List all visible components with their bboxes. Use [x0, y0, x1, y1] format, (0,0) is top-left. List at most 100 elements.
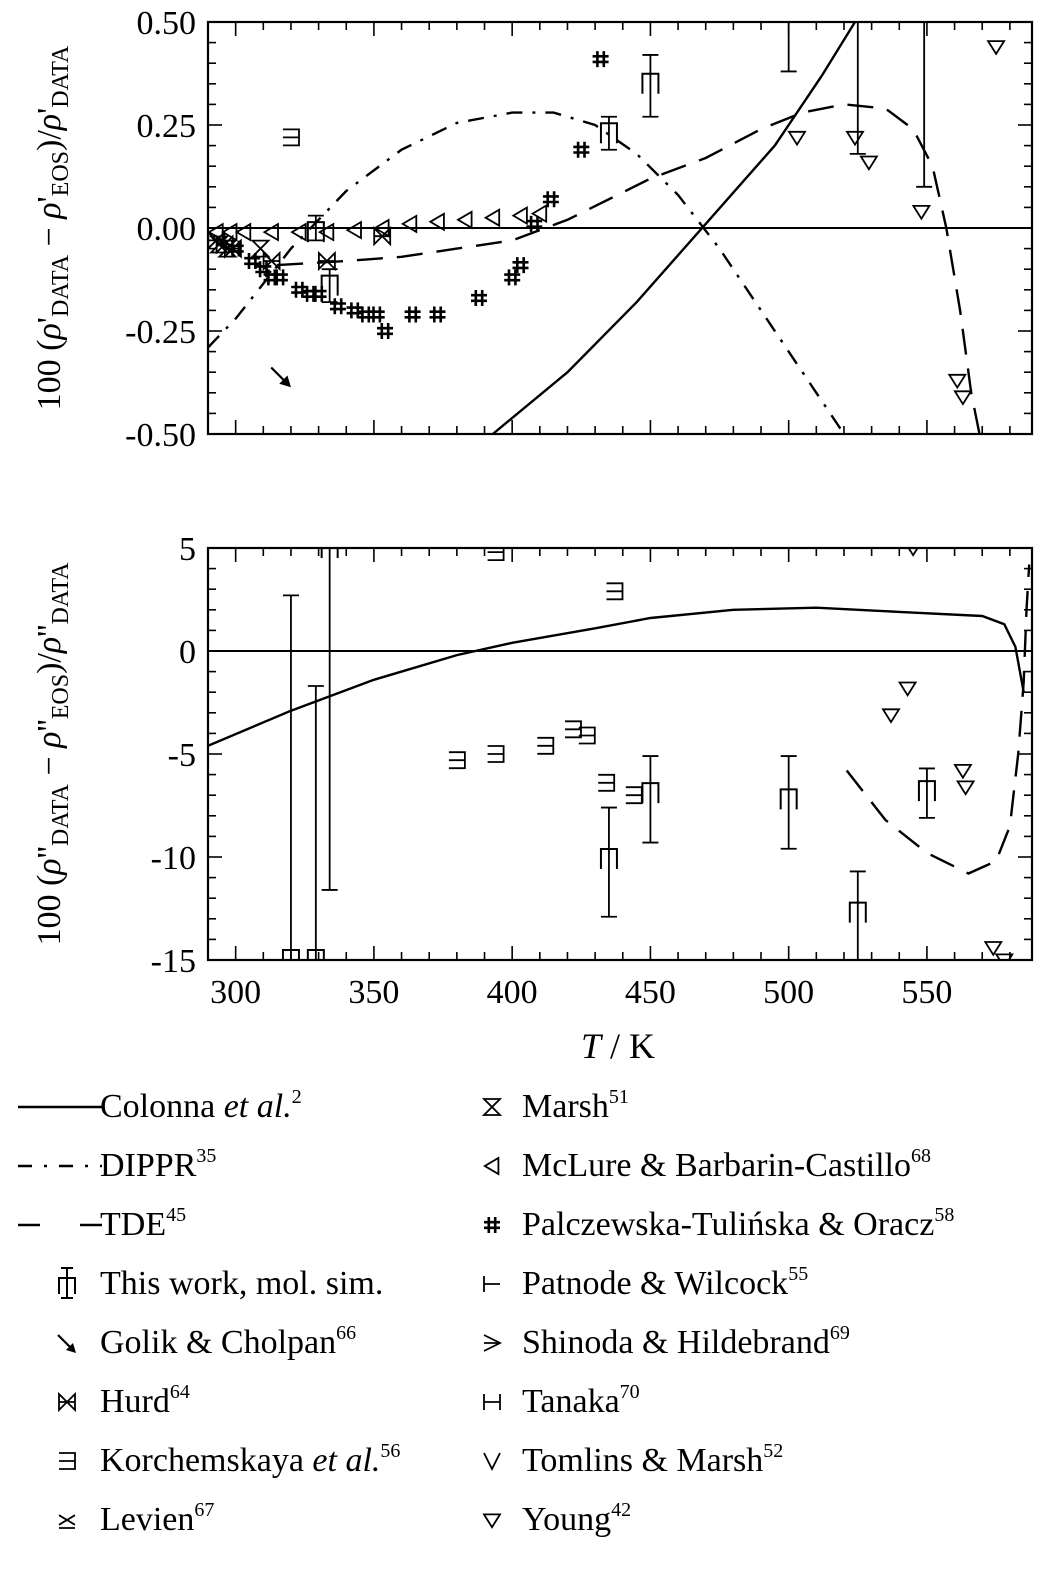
legend-marker: [483, 1334, 503, 1352]
data-point: [281, 949, 300, 960]
data-point: [317, 222, 335, 242]
series-tde: [277, 103, 981, 434]
series-palczewska-tuli-ska-oracz: [227, 51, 609, 339]
data-point: [787, 130, 807, 147]
data-point: [346, 302, 363, 319]
data-point: [320, 274, 339, 296]
data-point: [573, 141, 590, 158]
y-axis-label: 100 (ρ''DATA − ρ''EOS)/ρ''DATA: [31, 562, 74, 946]
legend: Colonna et al.2 DIPPR35 TDE45 This work, mo…: [18, 1086, 954, 1538]
data-point: [291, 281, 308, 298]
series-young: [881, 548, 1014, 960]
legend-marker: [483, 1394, 501, 1410]
data-point: [599, 122, 618, 144]
data-point: [625, 786, 643, 805]
data-point: [448, 751, 466, 770]
data-point: [263, 269, 280, 286]
data-point: [404, 306, 421, 323]
data-point: [270, 366, 291, 388]
y-tick-label: 0.00: [137, 211, 197, 248]
data-point: [592, 51, 609, 68]
data-point: [983, 941, 1003, 957]
legend-label-hurd: Hurd64: [100, 1381, 190, 1420]
data-point: [953, 764, 973, 780]
x-tick-label: 500: [763, 974, 814, 1011]
data-point: [955, 780, 976, 796]
data-point: [400, 214, 418, 234]
y-tick-label: -0.25: [125, 314, 196, 351]
legend-label-palczewska-tuli-ska-oracz: Palczewska-Tulińska & Oracz58: [522, 1204, 954, 1243]
series-this-work-mol-sim: [281, 548, 936, 960]
data-point: [345, 220, 362, 240]
data-point: [911, 205, 932, 221]
curve-colonna-et-al: [492, 22, 857, 434]
series-dippr: [208, 111, 845, 434]
data-point: [947, 373, 967, 390]
data-point: [310, 285, 327, 302]
y-tick-label: 0: [179, 634, 196, 671]
legend-item-korchemskaya: Korchemskaya et al.56: [59, 1440, 400, 1479]
legend-item-palczewska-tuli-ska-oracz: Palczewska-Tulińska & Oracz58: [484, 1204, 954, 1243]
data-point: [994, 953, 1014, 960]
data-point: [859, 155, 879, 171]
data-point: [330, 298, 346, 315]
legend-label-marsh: Marsh51: [522, 1086, 629, 1125]
data-point: [599, 848, 618, 870]
data-point: [290, 222, 307, 242]
curve-tde: [845, 564, 1031, 875]
data-point: [234, 222, 252, 242]
data-point: [512, 257, 529, 274]
legend-label-young: Young42: [522, 1499, 631, 1538]
y-tick-label: 5: [179, 531, 196, 568]
legend-item-colonna: Colonna et al.2: [18, 1086, 302, 1125]
series-korchemskaya-et-al: [283, 128, 300, 147]
data-point: [428, 212, 445, 232]
legend-label-shinoda-hildebrand: Shinoda & Hildebrand69: [522, 1322, 850, 1361]
x-axis-label: T / K: [581, 1026, 655, 1066]
data-point: [578, 726, 596, 745]
data-point: [368, 306, 385, 323]
y-tick-label: 0.50: [137, 5, 197, 42]
data-point: [986, 40, 1006, 56]
data-point: [953, 390, 973, 406]
legend-label-dippr: DIPPR35: [100, 1145, 216, 1184]
data-point: [483, 208, 501, 228]
y-tick-label: -5: [168, 737, 196, 774]
legend-label-colonna: Colonna et al.2: [100, 1086, 302, 1125]
legend-marker: [484, 1217, 500, 1233]
plot-frame: [206, 546, 1034, 962]
data-point: [471, 290, 487, 306]
legend-marker: [483, 1452, 501, 1472]
data-point: [917, 780, 936, 802]
legend-item-dippr: DIPPR35: [18, 1145, 216, 1184]
data-point: [487, 745, 505, 763]
legend-item-mclure-barbarin-castillo: McLure & Barbarin-Castillo68: [483, 1145, 931, 1184]
x-tick-label: 350: [348, 974, 399, 1011]
legend-item-this-work-mol-sim: This work, mol. sim.: [58, 1265, 383, 1302]
data-point: [250, 239, 271, 258]
data-point: [526, 215, 543, 232]
legend-marker: [483, 1276, 500, 1292]
series-this-work-mol-sim: [306, 54, 660, 304]
y-tick-label: -10: [151, 840, 196, 877]
y-tick-label: -15: [151, 943, 196, 980]
legend-item-golik-cholpan: Golik & Cholpan66: [57, 1322, 356, 1361]
data-point: [456, 210, 473, 230]
data-point: [487, 548, 505, 561]
x-tick-label: 400: [487, 974, 538, 1011]
top-panel: -0.50 -0.25 0.00 0.25 0.50 100 (ρ'DATA − ρ'EO…: [31, 5, 1034, 454]
data-point: [565, 720, 582, 739]
y-tick-label: 0.25: [137, 108, 197, 145]
data-point: [317, 250, 336, 272]
data-point: [537, 736, 555, 755]
series-young: [787, 40, 1006, 406]
data-point: [641, 72, 660, 94]
curve-tde: [277, 103, 981, 434]
data-point: [283, 128, 300, 147]
legend-marker: [483, 1156, 500, 1176]
data-point: [306, 949, 325, 960]
legend-marker: [482, 1513, 502, 1529]
data-point: [504, 269, 521, 286]
data-point: [262, 250, 281, 272]
